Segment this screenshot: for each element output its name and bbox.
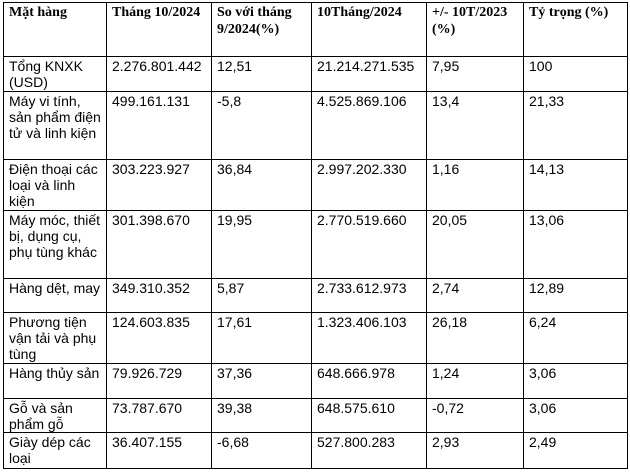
- header-cell-product: Mặt hàng: [3, 2, 107, 57]
- table-cell: 21,33: [523, 91, 628, 160]
- table-cell: 1,24: [426, 363, 524, 399]
- table-row: Máy vi tính, sản phẩm điện tử và linh ki…: [3, 91, 628, 160]
- table-cell: 1,16: [426, 159, 524, 211]
- table-row: Tổng KNXK (USD) 2.276.801.442 12,51 21.2…: [3, 56, 628, 92]
- table-cell: Hàng thủy sản: [3, 363, 107, 399]
- table-cell: 73.787.670: [106, 398, 212, 433]
- table-row: Giày dép các loại 36.407.155 -6,68 527.8…: [3, 432, 628, 469]
- table-cell: 124.603.835: [106, 312, 212, 364]
- table-cell: 37,36: [211, 363, 312, 399]
- table-cell: 21.214.271.535: [311, 56, 427, 92]
- table-row: Hàng thủy sản 79.926.729 37,36 648.666.9…: [3, 363, 628, 399]
- table-cell: 36,84: [211, 159, 312, 211]
- table-cell: 12,51: [211, 56, 312, 92]
- header-cell-yoy-change: +/- 10T/2023 (%): [426, 2, 524, 57]
- table-cell: 1.323.406.103: [311, 312, 427, 364]
- table-cell: 12,89: [523, 278, 628, 313]
- table-cell: 349.310.352: [106, 278, 212, 313]
- table-row: Hàng dệt, may 349.310.352 5,87 2.733.612…: [3, 278, 628, 313]
- table-row: Phương tiện vận tải và phụ tùng 124.603.…: [3, 312, 628, 364]
- table-cell: 4.525.869.106: [311, 91, 427, 160]
- table-cell: 13,4: [426, 91, 524, 160]
- table-row: Gỗ và sản phẩm gỗ 73.787.670 39,38 648.5…: [3, 398, 628, 433]
- table-cell: 5,87: [211, 278, 312, 313]
- table-cell: -5,8: [211, 91, 312, 160]
- table-cell: Gỗ và sản phẩm gỗ: [3, 398, 107, 433]
- table-cell: Điện thoại các loại và linh kiện: [3, 159, 107, 211]
- table-cell: 14,13: [523, 159, 628, 211]
- table-cell: 6,24: [523, 312, 628, 364]
- table-cell: 2,49: [523, 432, 628, 469]
- table-cell: Giày dép các loại: [3, 432, 107, 469]
- header-cell-vs-prev-month: So với tháng 9/2024(%): [211, 2, 312, 57]
- table-cell: 2.733.612.973: [311, 278, 427, 313]
- table-cell: Hàng dệt, may: [3, 278, 107, 313]
- header-cell-ten-months: 10Tháng/2024: [311, 2, 427, 57]
- table-cell: 7,95: [426, 56, 524, 92]
- table-cell: 2,74: [426, 278, 524, 313]
- header-cell-month: Tháng 10/2024: [106, 2, 212, 57]
- table-cell: 2.770.519.660: [311, 210, 427, 279]
- table-cell: 301.398.670: [106, 210, 212, 279]
- table-cell: 17,61: [211, 312, 312, 364]
- table-cell: 19,95: [211, 210, 312, 279]
- table-cell: 2,93: [426, 432, 524, 469]
- export-data-table: Mặt hàng Tháng 10/2024 So với tháng 9/20…: [3, 2, 628, 469]
- table-cell: 13,06: [523, 210, 628, 279]
- table-cell: 2.276.801.442: [106, 56, 212, 92]
- table-cell: 303.223.927: [106, 159, 212, 211]
- table-row: Điện thoại các loại và linh kiện 303.223…: [3, 159, 628, 211]
- table-cell: 100: [523, 56, 628, 92]
- table-cell: 79.926.729: [106, 363, 212, 399]
- table-cell: 2.997.202.330: [311, 159, 427, 211]
- table-cell: 39,38: [211, 398, 312, 433]
- table-header-row: Mặt hàng Tháng 10/2024 So với tháng 9/20…: [3, 2, 628, 57]
- table-cell: 648.666.978: [311, 363, 427, 399]
- table-cell: 3,06: [523, 363, 628, 399]
- table-cell: 527.800.283: [311, 432, 427, 469]
- table-cell: 20,05: [426, 210, 524, 279]
- table-cell: 499.161.131: [106, 91, 212, 160]
- table-cell: -0,72: [426, 398, 524, 433]
- header-cell-share: Tỷ trọng (%): [523, 2, 628, 57]
- table-cell: 26,18: [426, 312, 524, 364]
- table-cell: 36.407.155: [106, 432, 212, 469]
- table-cell: 648.575.610: [311, 398, 427, 433]
- table-row: Máy móc, thiết bị, dụng cụ, phụ tùng khá…: [3, 210, 628, 279]
- table-cell: Tổng KNXK (USD): [3, 56, 107, 92]
- table-cell: 3,06: [523, 398, 628, 433]
- table-cell: Máy móc, thiết bị, dụng cụ, phụ tùng khá…: [3, 210, 107, 279]
- table-cell: -6,68: [211, 432, 312, 469]
- table-cell: Phương tiện vận tải và phụ tùng: [3, 312, 107, 364]
- table-cell: Máy vi tính, sản phẩm điện tử và linh ki…: [3, 91, 107, 160]
